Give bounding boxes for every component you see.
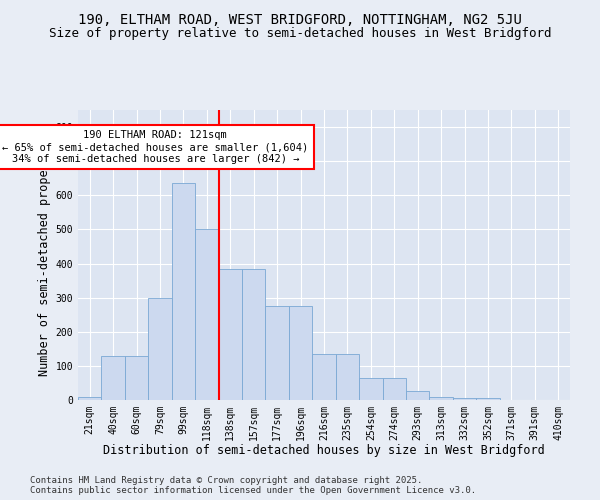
Bar bbox=[476, 398, 500, 400]
Bar bbox=[265, 306, 289, 400]
Bar bbox=[101, 356, 125, 400]
Text: Contains HM Land Registry data © Crown copyright and database right 2025.
Contai: Contains HM Land Registry data © Crown c… bbox=[30, 476, 476, 495]
Bar bbox=[289, 306, 312, 400]
Text: Size of property relative to semi-detached houses in West Bridgford: Size of property relative to semi-detach… bbox=[49, 28, 551, 40]
Bar bbox=[242, 268, 265, 400]
Bar bbox=[453, 398, 476, 400]
Bar bbox=[336, 354, 359, 400]
Bar bbox=[430, 396, 453, 400]
Bar bbox=[218, 268, 242, 400]
Bar bbox=[125, 356, 148, 400]
Bar bbox=[406, 392, 430, 400]
Bar bbox=[312, 354, 336, 400]
Bar bbox=[172, 184, 195, 400]
Bar bbox=[195, 230, 218, 400]
Bar bbox=[359, 378, 383, 400]
Text: 190, ELTHAM ROAD, WEST BRIDGFORD, NOTTINGHAM, NG2 5JU: 190, ELTHAM ROAD, WEST BRIDGFORD, NOTTIN… bbox=[78, 12, 522, 26]
Text: 190 ELTHAM ROAD: 121sqm
← 65% of semi-detached houses are smaller (1,604)
34% of: 190 ELTHAM ROAD: 121sqm ← 65% of semi-de… bbox=[2, 130, 308, 164]
X-axis label: Distribution of semi-detached houses by size in West Bridgford: Distribution of semi-detached houses by … bbox=[103, 444, 545, 458]
Y-axis label: Number of semi-detached properties: Number of semi-detached properties bbox=[38, 134, 52, 376]
Bar bbox=[148, 298, 172, 400]
Bar bbox=[383, 378, 406, 400]
Bar bbox=[78, 396, 101, 400]
